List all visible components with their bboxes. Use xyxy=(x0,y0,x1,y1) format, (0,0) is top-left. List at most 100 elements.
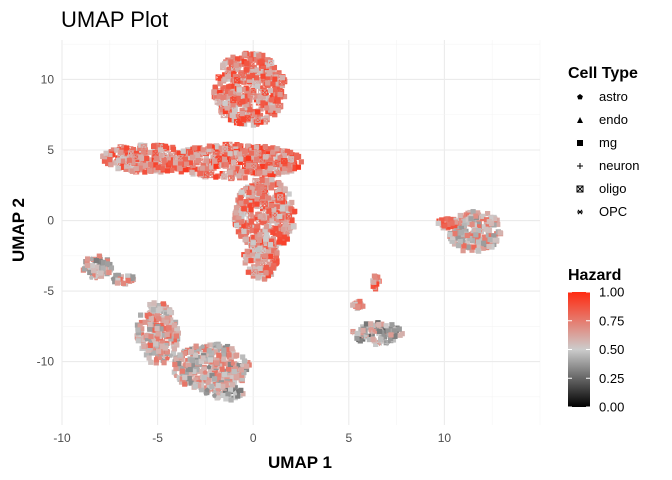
data-point xyxy=(279,206,285,212)
data-point xyxy=(248,258,254,264)
data-point xyxy=(290,223,297,230)
y-tick-label: 10 xyxy=(41,72,55,86)
data-point xyxy=(388,335,394,342)
data-point xyxy=(238,233,244,239)
data-point xyxy=(174,326,181,332)
data-point xyxy=(229,112,235,118)
data-point xyxy=(445,216,451,222)
data-point xyxy=(257,214,263,220)
data-point xyxy=(448,216,454,223)
data-point xyxy=(114,280,121,286)
data-point xyxy=(231,159,237,165)
data-point xyxy=(372,328,379,334)
data-point xyxy=(162,345,168,351)
data-point xyxy=(280,157,288,165)
data-point xyxy=(217,363,223,369)
data-point xyxy=(467,209,473,216)
cluster-neuron xyxy=(350,320,405,348)
data-point xyxy=(164,315,170,321)
data-point xyxy=(114,147,120,153)
data-point xyxy=(289,199,295,206)
data-point xyxy=(239,362,245,368)
data-point xyxy=(107,152,113,159)
data-point xyxy=(161,360,167,366)
data-point xyxy=(292,164,298,170)
data-point xyxy=(151,300,157,306)
data-point xyxy=(244,169,250,175)
data-point xyxy=(181,350,188,357)
data-point xyxy=(187,366,193,373)
data-point xyxy=(238,55,245,61)
data-point xyxy=(239,214,245,220)
data-point xyxy=(242,121,248,127)
data-point xyxy=(452,219,458,225)
data-point xyxy=(142,169,148,175)
data-point xyxy=(118,274,124,280)
data-point xyxy=(221,371,227,377)
data-point xyxy=(247,92,253,98)
data-point xyxy=(236,151,243,157)
cluster-endo xyxy=(350,298,366,312)
data-point xyxy=(223,162,229,168)
data-point xyxy=(483,226,489,232)
data-point xyxy=(476,224,482,230)
data-point xyxy=(267,261,273,267)
data-point xyxy=(161,325,168,331)
data-point xyxy=(270,180,276,186)
data-point xyxy=(270,165,276,171)
data-point xyxy=(475,210,481,216)
data-point xyxy=(376,339,382,346)
data-point xyxy=(219,359,225,366)
data-point xyxy=(195,157,202,164)
data-point xyxy=(226,84,232,90)
data-point xyxy=(208,164,215,170)
data-point xyxy=(203,153,209,159)
data-point xyxy=(279,169,285,175)
data-point xyxy=(121,144,127,150)
data-point xyxy=(220,86,226,92)
data-point xyxy=(214,395,220,401)
data-point xyxy=(277,194,284,201)
data-point xyxy=(237,159,244,166)
data-point xyxy=(287,150,293,156)
data-point xyxy=(81,266,88,272)
data-point xyxy=(139,332,145,338)
data-point xyxy=(104,261,111,267)
data-point xyxy=(118,149,124,155)
data-point xyxy=(266,208,272,214)
data-point xyxy=(245,165,252,171)
data-point xyxy=(164,349,171,355)
legend-item-label: OPC xyxy=(599,204,627,219)
data-point xyxy=(154,354,161,360)
data-point xyxy=(227,66,233,72)
data-point xyxy=(266,70,272,76)
data-point xyxy=(277,91,283,98)
data-point xyxy=(254,201,260,207)
data-point xyxy=(172,160,178,166)
cluster-mg xyxy=(435,216,459,231)
data-point xyxy=(270,68,276,75)
data-point xyxy=(236,219,242,226)
data-point xyxy=(197,170,204,176)
data-point xyxy=(110,151,116,157)
data-point xyxy=(366,336,373,343)
cluster-astro xyxy=(203,382,246,403)
data-point xyxy=(481,234,488,240)
data-point xyxy=(276,239,282,245)
data-point xyxy=(450,234,456,241)
data-point xyxy=(201,366,207,372)
data-point xyxy=(254,214,260,220)
data-point xyxy=(261,89,268,96)
data-point xyxy=(126,157,132,163)
data-point xyxy=(224,105,230,111)
data-point xyxy=(161,332,168,338)
data-point xyxy=(256,190,262,196)
data-point xyxy=(215,391,221,396)
data-point xyxy=(469,238,476,244)
data-point xyxy=(241,206,247,212)
data-point xyxy=(267,242,274,248)
data-point xyxy=(280,226,287,232)
data-point xyxy=(141,150,147,156)
data-point xyxy=(230,169,237,176)
data-point xyxy=(475,228,482,234)
